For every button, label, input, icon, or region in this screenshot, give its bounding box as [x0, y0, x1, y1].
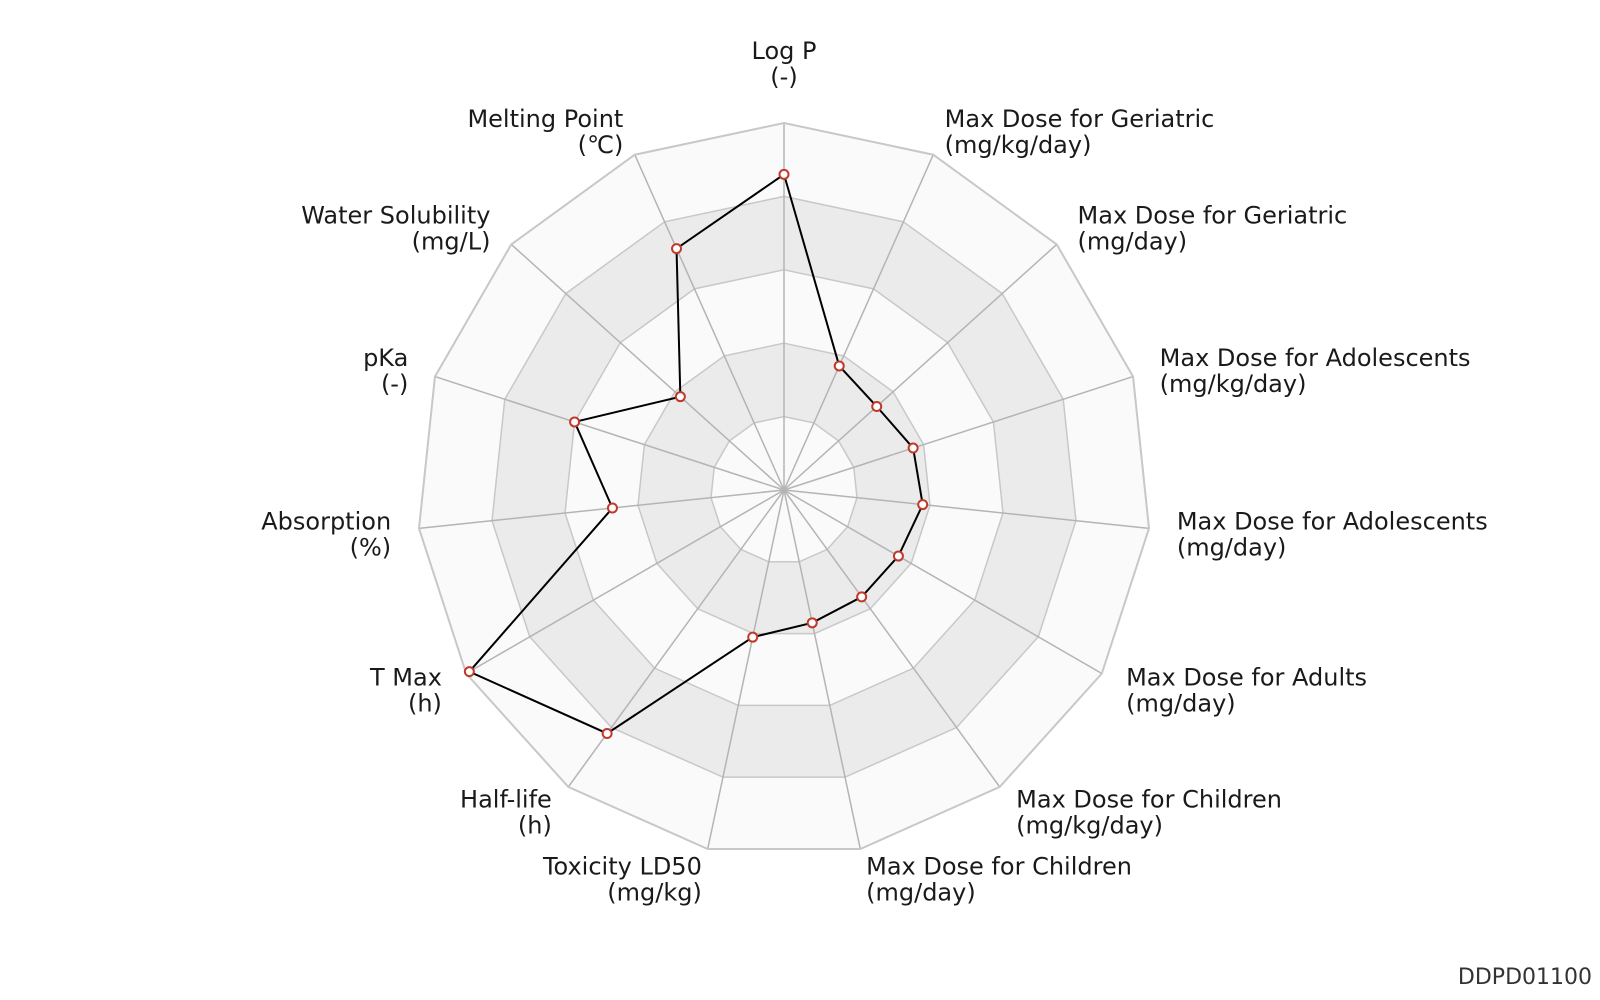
axis-spoke-3 — [783, 243, 1058, 491]
axis-label-unit: (%) — [350, 533, 392, 561]
axis-spoke-5 — [783, 489, 1150, 530]
outer-ring-outline — [417, 121, 1151, 850]
axis-label-14: Water Solubility (mg/L) — [301, 202, 490, 256]
axis-label-name: Max Dose for Children — [1016, 786, 1282, 814]
axis-label-unit: (mg/kg/day) — [1160, 370, 1307, 398]
data-point-8 — [806, 617, 818, 629]
axis-label-unit: (mg/day) — [866, 878, 976, 906]
axis-label-name: Toxicity LD50 — [542, 852, 702, 880]
radar-outer-ring — [417, 121, 1151, 850]
data-point-5 — [917, 499, 929, 511]
axis-label-name: Log P — [752, 37, 817, 65]
axis-label-name: Max Dose for Adolescents — [1160, 344, 1471, 372]
axis-spoke-13 — [434, 375, 785, 491]
axis-label-unit: (mg/L) — [412, 228, 491, 256]
axis-label-unit: (h) — [518, 812, 552, 840]
data-point-13 — [569, 416, 581, 428]
data-point-10 — [601, 727, 613, 739]
radar-axis-labels: Log P (-)Max Dose for Geriatric (mg/kg/day… — [261, 37, 1487, 906]
axis-label-unit: (h) — [408, 690, 442, 718]
axis-spoke-2 — [783, 154, 934, 491]
axis-label-13: pKa (-) — [363, 344, 408, 398]
axis-label-12: Absorption (%) — [261, 507, 391, 561]
axis-label-name: Water Solubility — [301, 202, 490, 230]
radar-axis-spokes — [418, 123, 1150, 850]
data-point-12 — [606, 502, 618, 514]
axis-spoke-4 — [783, 375, 1134, 491]
axis-label-9: Toxicity LD50 (mg/kg) — [542, 852, 702, 906]
axis-spoke-14 — [510, 243, 785, 491]
axis-spoke-12 — [418, 489, 785, 530]
axis-label-unit: (-) — [770, 63, 797, 91]
axis-spoke-6 — [783, 489, 1103, 675]
axis-label-name: Max Dose for Geriatric — [945, 105, 1215, 133]
axis-label-name: Melting Point — [467, 105, 623, 133]
data-point-2 — [833, 360, 845, 372]
axis-label-name: Max Dose for Children — [866, 852, 1132, 880]
data-point-7 — [856, 591, 868, 603]
axis-label-name: pKa — [363, 344, 408, 372]
axis-spoke-11 — [465, 489, 785, 675]
data-point-6 — [892, 550, 904, 562]
axis-label-name: Max Dose for Adolescents — [1177, 507, 1488, 535]
data-point-9 — [747, 631, 759, 643]
data-point-3 — [871, 401, 883, 413]
axis-label-name: Half-life — [460, 786, 552, 814]
axis-label-name: Absorption — [261, 507, 391, 535]
axis-label-5: Max Dose for Adolescents (mg/day) — [1177, 507, 1488, 561]
axis-spoke-7 — [783, 489, 1001, 788]
axis-label-8: Max Dose for Children (mg/day) — [866, 852, 1132, 906]
axis-label-unit: (mg/day) — [1078, 228, 1188, 256]
axis-label-unit: (mg/kg/day) — [1016, 812, 1163, 840]
axis-label-15: Melting Point (℃) — [467, 105, 623, 159]
axis-label-10: Half-life (h) — [460, 786, 552, 840]
axis-label-11: T Max (h) — [369, 664, 442, 718]
radar-data-series — [463, 168, 929, 739]
axis-spoke-9 — [706, 489, 785, 850]
axis-label-unit: (mg/kg/day) — [945, 131, 1092, 159]
axis-label-name: Max Dose for Adults — [1126, 664, 1367, 692]
axis-label-3: Max Dose for Geriatric (mg/day) — [1078, 202, 1348, 256]
data-point-11 — [463, 666, 475, 678]
axis-label-1: Log P (-) — [752, 37, 817, 91]
data-point-14 — [674, 391, 686, 403]
axis-label-unit: (mg/day) — [1177, 533, 1287, 561]
axis-label-4: Max Dose for Adolescents (mg/kg/day) — [1160, 344, 1471, 398]
axis-label-7: Max Dose for Children (mg/kg/day) — [1016, 786, 1282, 840]
axis-label-unit: (℃) — [578, 131, 624, 159]
axis-spoke-15 — [634, 154, 785, 491]
axis-label-name: T Max — [369, 664, 442, 692]
axis-label-unit: (mg/day) — [1126, 690, 1236, 718]
axis-label-2: Max Dose for Geriatric (mg/kg/day) — [945, 105, 1215, 159]
dataset-id: DDPD01100 — [1457, 965, 1592, 990]
axis-label-6: Max Dose for Adults (mg/day) — [1126, 664, 1367, 718]
data-point-1 — [778, 168, 790, 180]
data-point-15 — [671, 243, 683, 255]
axis-label-name: Max Dose for Geriatric — [1078, 202, 1348, 230]
axis-label-unit: (-) — [381, 370, 408, 398]
data-point-4 — [907, 442, 919, 454]
axis-spoke-8 — [783, 489, 862, 850]
axis-label-unit: (mg/kg) — [607, 878, 702, 906]
series-line — [467, 172, 924, 735]
